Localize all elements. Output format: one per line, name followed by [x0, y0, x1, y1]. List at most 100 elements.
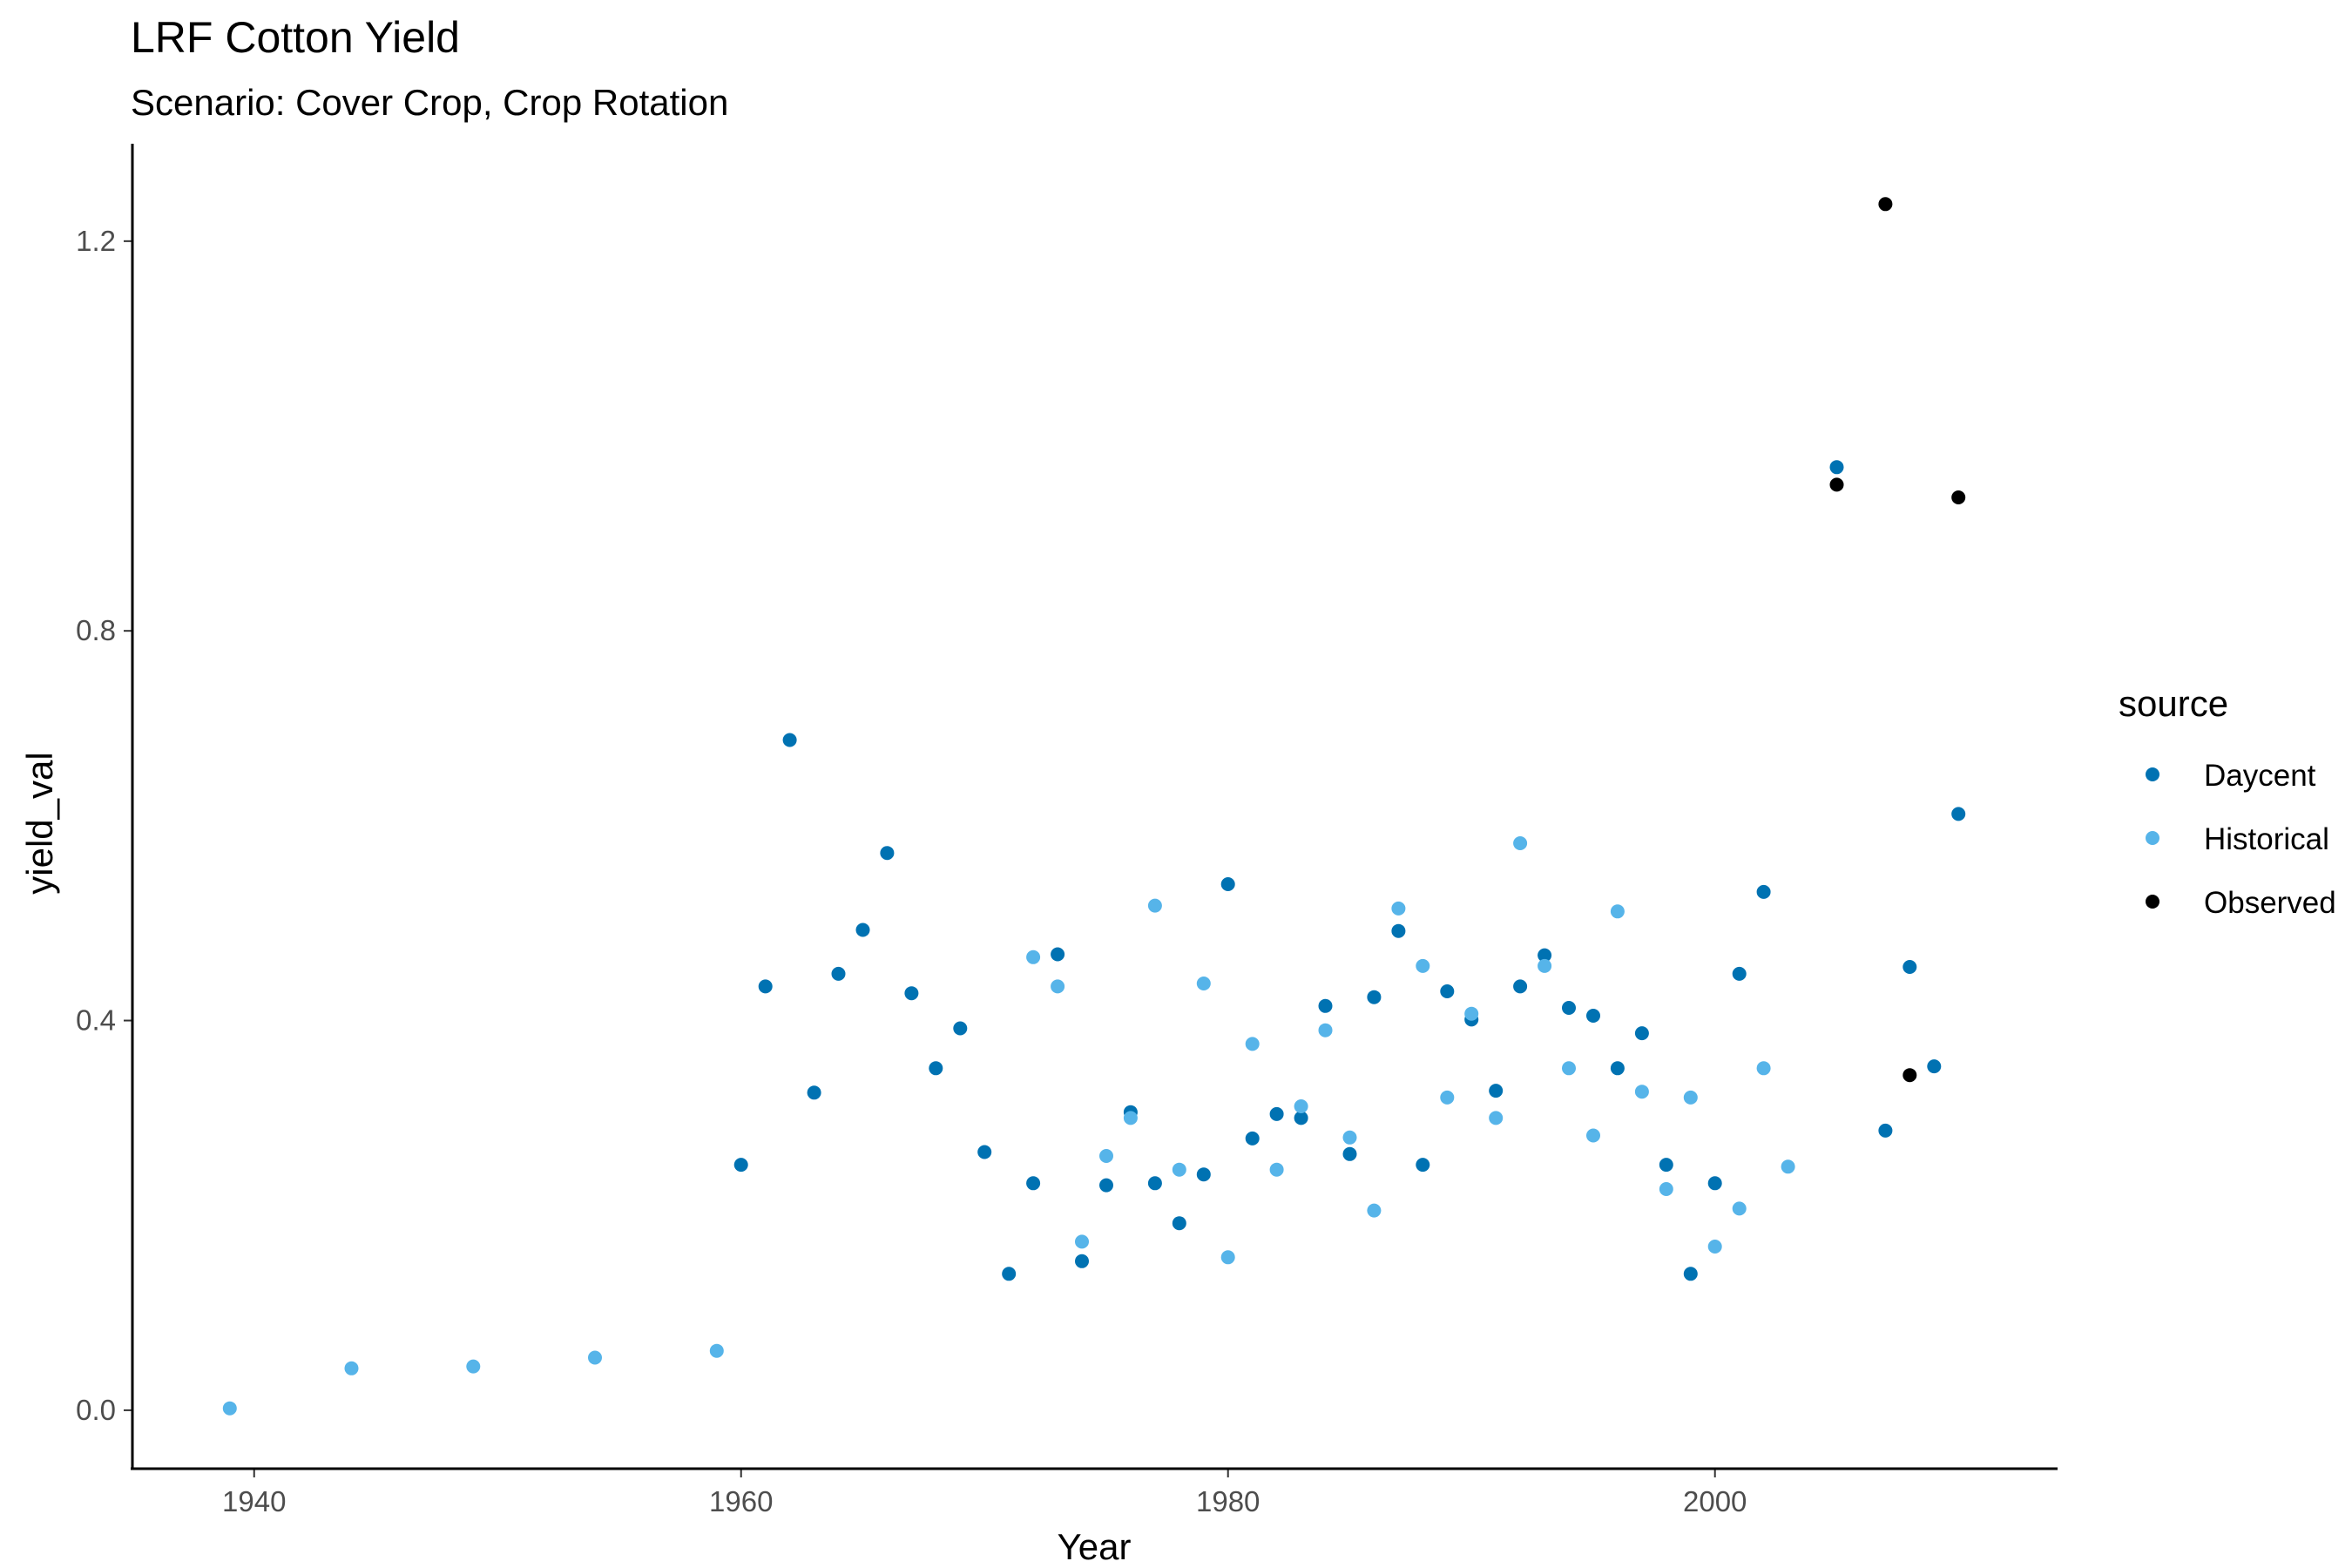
point-historical [1147, 898, 1162, 913]
legend-key-historical [2146, 831, 2159, 845]
point-daycent [782, 733, 797, 747]
point-historical [1391, 901, 1406, 916]
point-historical [1659, 1182, 1673, 1196]
point-historical [1538, 958, 1552, 973]
point-historical [1440, 1090, 1455, 1105]
point-observed [1829, 477, 1844, 492]
point-daycent [1367, 990, 1382, 1004]
point-daycent [1075, 1254, 1089, 1268]
point-historical [1051, 979, 1065, 994]
point-historical [1683, 1090, 1698, 1105]
point-daycent [807, 1085, 821, 1100]
point-observed [1951, 490, 1966, 504]
y-tick-label: 0.4 [76, 1004, 116, 1037]
point-historical [1756, 1061, 1771, 1076]
point-daycent [1610, 1061, 1625, 1076]
point-daycent [1245, 1131, 1260, 1146]
point-daycent [855, 923, 870, 937]
point-daycent [1951, 807, 1966, 821]
point-historical [1732, 1201, 1747, 1216]
point-historical [1220, 1250, 1235, 1265]
point-historical [344, 1361, 359, 1375]
point-daycent [1927, 1059, 1942, 1074]
legend-label-historical: Historical [2204, 822, 2329, 856]
point-historical [709, 1343, 724, 1358]
point-daycent [1051, 947, 1065, 962]
legend: source Daycent Historical Observed [2119, 683, 2336, 920]
point-daycent [831, 966, 846, 981]
legend-label-observed: Observed [2204, 886, 2336, 920]
point-daycent [1294, 1111, 1308, 1125]
point-daycent [880, 846, 895, 861]
point-daycent [929, 1061, 943, 1076]
point-daycent [733, 1158, 748, 1173]
point-daycent [1220, 877, 1235, 891]
point-daycent [1172, 1216, 1186, 1231]
point-daycent [1391, 923, 1406, 938]
chart-subtitle: Scenario: Cover Crop, Crop Rotation [131, 82, 728, 123]
point-historical [1610, 904, 1625, 919]
point-historical [1245, 1037, 1260, 1051]
point-daycent [758, 979, 773, 994]
plot-points [222, 197, 1966, 1416]
point-daycent [1513, 979, 1528, 994]
legend-key-daycent [2146, 767, 2159, 781]
point-daycent [953, 1021, 968, 1036]
point-daycent [1903, 960, 1917, 974]
point-daycent [1683, 1267, 1698, 1281]
point-historical [1269, 1162, 1284, 1177]
point-daycent [904, 986, 919, 1001]
x-tick-label: 1960 [709, 1485, 773, 1517]
point-historical [1172, 1162, 1186, 1177]
x-tick-label: 1940 [222, 1485, 286, 1517]
point-historical [1416, 958, 1430, 973]
point-historical [1464, 1006, 1479, 1021]
point-daycent [1489, 1084, 1504, 1098]
point-historical [1367, 1203, 1382, 1218]
point-historical [1196, 977, 1211, 990]
point-daycent [1026, 1176, 1041, 1191]
point-historical [1123, 1111, 1138, 1125]
point-historical [1075, 1234, 1089, 1249]
point-historical [1781, 1159, 1795, 1174]
point-historical [1318, 1023, 1333, 1037]
point-observed [1903, 1068, 1917, 1083]
point-historical [1707, 1240, 1722, 1254]
point-daycent [1440, 984, 1455, 998]
x-axis-title: Year [1058, 1526, 1132, 1567]
point-daycent [1002, 1267, 1017, 1281]
point-daycent [1318, 998, 1333, 1013]
legend-label-daycent: Daycent [2204, 759, 2316, 793]
point-daycent [1732, 966, 1747, 981]
point-historical [466, 1359, 481, 1374]
point-daycent [1416, 1158, 1430, 1173]
point-daycent [1756, 884, 1771, 899]
point-historical [1342, 1130, 1357, 1145]
point-daycent [1196, 1167, 1211, 1182]
x-axis-ticks: 1940 1960 1980 2000 [222, 1469, 1747, 1517]
y-axis-ticks: 0.0 0.4 0.8 1.2 [76, 225, 132, 1426]
point-daycent [977, 1145, 992, 1159]
point-daycent [1586, 1009, 1600, 1023]
point-historical [1634, 1085, 1649, 1099]
point-observed [1878, 197, 1893, 212]
y-tick-label: 0.0 [76, 1394, 116, 1426]
point-historical [1586, 1128, 1600, 1143]
y-axis-title: yield_val [19, 752, 60, 894]
point-daycent [1562, 1001, 1576, 1015]
point-historical [222, 1401, 237, 1416]
point-daycent [1269, 1106, 1284, 1121]
point-daycent [1878, 1123, 1893, 1138]
point-historical [1513, 836, 1528, 850]
point-historical [1026, 950, 1041, 964]
y-tick-label: 0.8 [76, 614, 116, 646]
chart-title: LRF Cotton Yield [131, 13, 460, 62]
point-historical [1294, 1099, 1308, 1113]
point-daycent [1829, 460, 1844, 475]
point-daycent [1147, 1176, 1162, 1191]
point-historical [1562, 1061, 1576, 1076]
y-tick-label: 1.2 [76, 225, 116, 257]
point-historical [1099, 1149, 1113, 1163]
legend-key-observed [2146, 895, 2159, 909]
